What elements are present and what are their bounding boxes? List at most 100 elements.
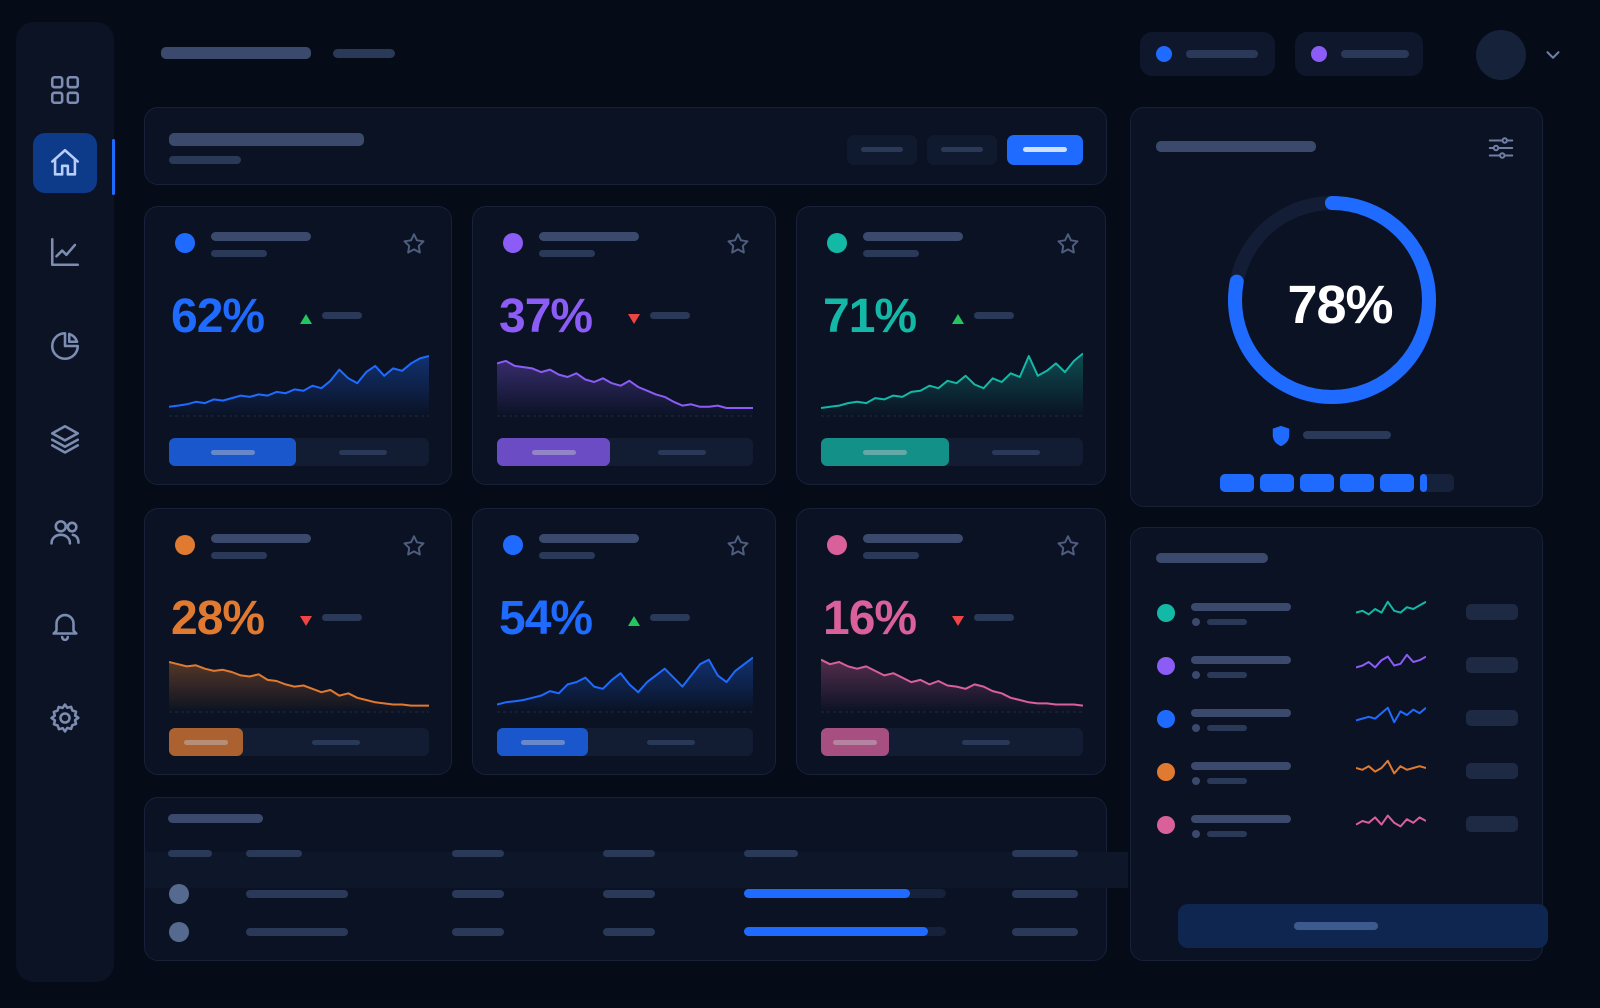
kpi-card[interactable]: 62% [144, 206, 452, 485]
card-toggle[interactable] [497, 438, 753, 466]
card-toggle[interactable] [169, 438, 429, 466]
list-item-subtitle-placeholder [1207, 831, 1247, 837]
trend-down-icon [300, 613, 312, 626]
status-pill-2[interactable] [1295, 32, 1423, 76]
card-title-placeholder [539, 534, 639, 543]
segment-track [1420, 474, 1454, 492]
card-toggle-active[interactable] [497, 438, 610, 466]
card-toggle[interactable] [821, 438, 1083, 466]
card-subtitle-placeholder [539, 250, 595, 257]
sparkline [496, 649, 754, 718]
series-color-dot [503, 535, 523, 555]
progress-fill [744, 927, 928, 936]
star-icon[interactable] [725, 231, 751, 257]
sidebar-item-analytics[interactable] [33, 222, 97, 282]
sparkline-chart [168, 355, 430, 417]
card-toggle-active[interactable] [169, 728, 243, 756]
card-subtitle-placeholder [863, 552, 919, 559]
sparkline-line [1355, 653, 1427, 669]
segment-tab-2[interactable] [927, 135, 997, 165]
sparkline-line [1355, 759, 1427, 775]
card-toggle[interactable] [497, 728, 753, 756]
list-item-subtitle-placeholder [1207, 672, 1247, 678]
sidebar-item-users[interactable] [33, 502, 97, 562]
sidebar-item-layers[interactable] [33, 409, 97, 469]
sparkline-line [1355, 814, 1427, 828]
sparkline-line [1355, 706, 1427, 724]
list-item-bullet [1192, 777, 1200, 785]
star-icon[interactable] [401, 231, 427, 257]
toggle-label-placeholder [646, 740, 695, 745]
kpi-card[interactable]: 28% [144, 508, 452, 775]
trend-delta-placeholder [974, 614, 1014, 621]
list-item-value-placeholder [1466, 604, 1518, 620]
list-item-subtitle-placeholder [1207, 725, 1247, 731]
sparkline-area [497, 657, 753, 713]
bell-icon [52, 613, 78, 642]
toggle-label-placeholder [520, 740, 565, 745]
kpi-card[interactable]: 71% [796, 206, 1106, 485]
card-toggle[interactable] [169, 728, 429, 756]
cell-placeholder [1012, 928, 1078, 936]
layers-icon [50, 424, 80, 454]
kpi-value: 71% [823, 290, 917, 343]
cell-placeholder [246, 928, 348, 936]
card-toggle-active[interactable] [821, 438, 949, 466]
sliders-icon[interactable] [1486, 133, 1516, 163]
star-icon[interactable] [1055, 231, 1081, 257]
segment-fill [1300, 474, 1334, 492]
list-item-value-placeholder [1466, 763, 1518, 779]
kpi-value: 54% [499, 592, 593, 645]
cell-placeholder [603, 928, 655, 936]
sparkline-line [168, 355, 430, 408]
trend-delta-placeholder [974, 312, 1014, 319]
chevron-down-icon[interactable] [1542, 44, 1564, 66]
progress-bar [744, 927, 946, 936]
sparkline-chart [820, 658, 1084, 713]
grid-icon[interactable] [33, 60, 97, 120]
table-title-placeholder [168, 814, 263, 823]
sparkline-line [1355, 600, 1427, 616]
sparkline-chart [820, 352, 1084, 417]
mini-sparkline [1355, 649, 1427, 680]
line-chart-icon [50, 237, 80, 267]
segment-tab-3-active[interactable] [1007, 135, 1083, 165]
sparkline-line [496, 359, 753, 409]
mini-sparkline-chart [1355, 653, 1427, 669]
card-toggle-active[interactable] [821, 728, 889, 756]
list-item-value-placeholder [1466, 657, 1518, 673]
column-header [1012, 850, 1078, 857]
sparkline-area [821, 353, 1083, 417]
toggle-label-placeholder [657, 450, 706, 455]
sparkline-area [497, 360, 753, 417]
card-toggle-active[interactable] [497, 728, 588, 756]
section-title-placeholder [169, 133, 364, 146]
kpi-card[interactable]: 37% [472, 206, 776, 485]
sidebar-item-settings[interactable] [33, 688, 97, 748]
cell-placeholder [452, 890, 504, 898]
column-header [246, 850, 302, 857]
avatar[interactable] [1476, 30, 1526, 80]
star-icon[interactable] [401, 533, 427, 559]
sidebar-item-reports[interactable] [33, 316, 97, 376]
card-toggle-active[interactable] [169, 438, 296, 466]
column-header [744, 850, 798, 857]
sparkline-line [496, 656, 754, 706]
mini-sparkline-chart [1355, 706, 1427, 724]
kpi-card[interactable]: 16% [796, 508, 1106, 775]
segment-tab-1[interactable] [847, 135, 917, 165]
view-all-button[interactable] [1178, 904, 1548, 948]
sidebar-item-notifications[interactable] [33, 595, 97, 655]
series-color-dot [503, 233, 523, 253]
sidebar-item-home[interactable] [33, 133, 97, 193]
status-pill-1[interactable] [1140, 32, 1275, 76]
sparkline [168, 649, 429, 718]
mini-sparkline-chart [1355, 814, 1427, 828]
status-dot [1311, 46, 1327, 62]
star-icon[interactable] [1055, 533, 1081, 559]
card-toggle[interactable] [821, 728, 1083, 756]
list-item-bullet [1192, 830, 1200, 838]
kpi-card[interactable]: 54% [472, 508, 776, 775]
cell-placeholder [452, 928, 504, 936]
star-icon[interactable] [725, 533, 751, 559]
